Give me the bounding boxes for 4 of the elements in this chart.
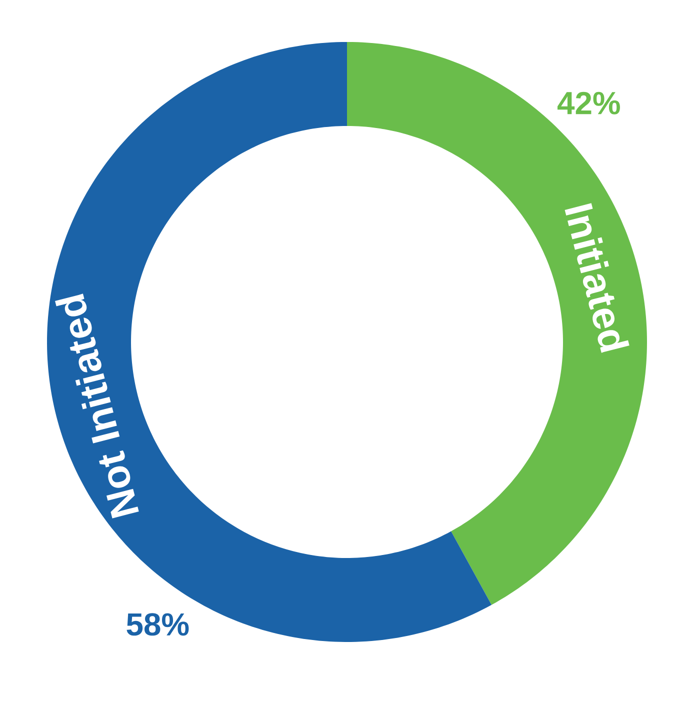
slice-label: Not Initiated bbox=[55, 294, 139, 518]
data-label: 42% bbox=[558, 92, 620, 114]
slice-label: Initiated bbox=[564, 203, 630, 353]
data-label: 58% bbox=[126, 613, 189, 636]
